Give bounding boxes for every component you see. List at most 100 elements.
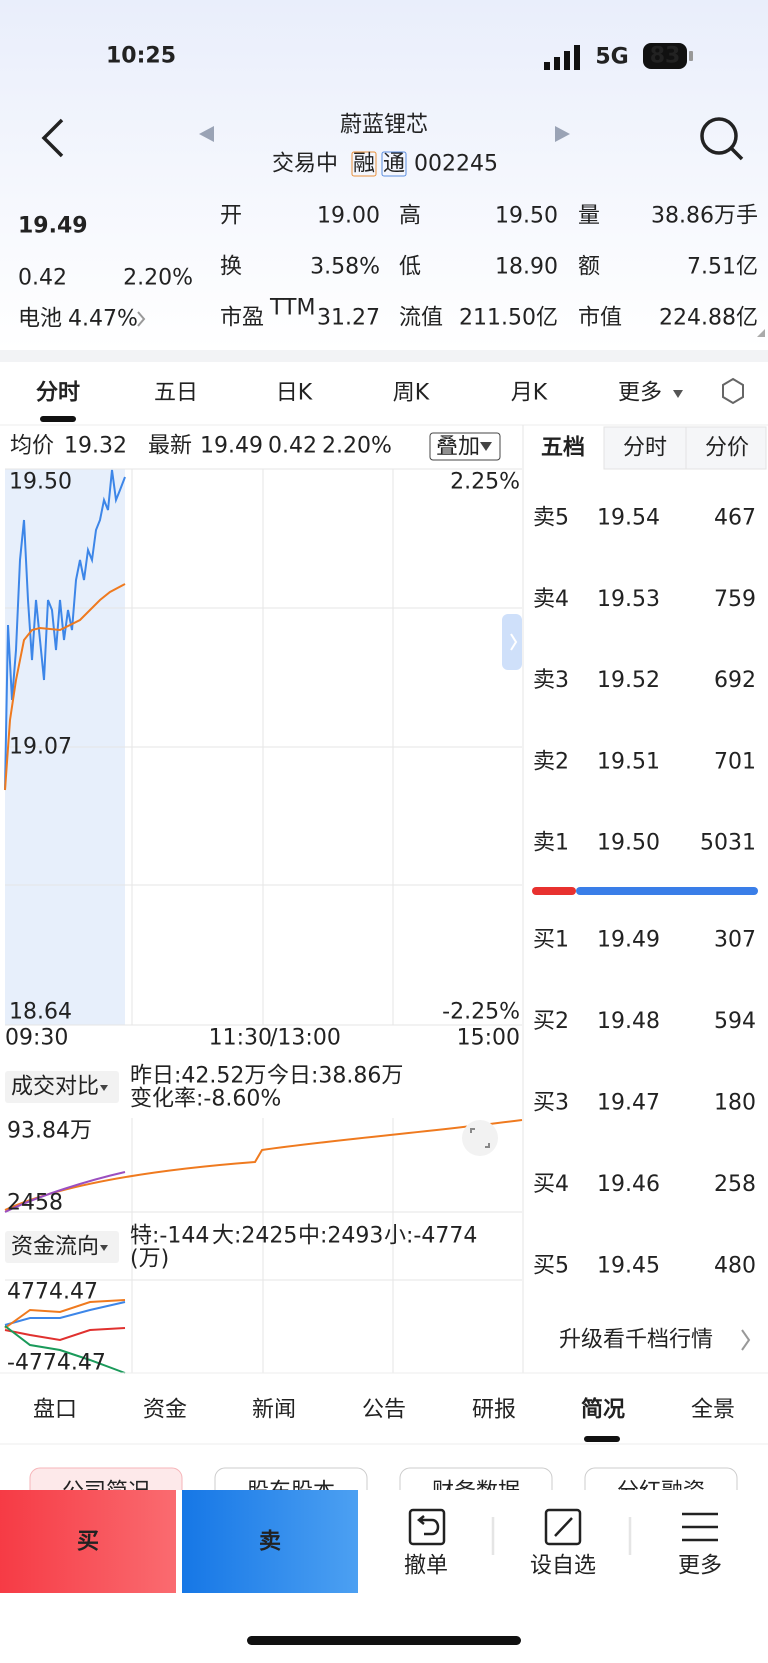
upgrade-arrow — [741, 1329, 751, 1351]
sell-label: 卖 — [259, 1529, 281, 1555]
stat-label: 额 — [578, 255, 600, 280]
settings-button[interactable] — [722, 377, 744, 405]
zoom-icon — [470, 1128, 490, 1148]
book-tab[interactable]: 五档 — [541, 436, 585, 461]
badge: 融 — [353, 152, 375, 177]
expand-handle[interactable] — [502, 614, 522, 670]
book-price: 19.51 — [597, 749, 660, 774]
price-change: 0.42 — [18, 266, 67, 291]
stat-label: 流值 — [399, 306, 443, 331]
stat-value: 18.90 — [495, 255, 558, 280]
latest-change: 0.42 — [268, 434, 317, 459]
y-label: 19.50 — [9, 470, 72, 495]
action-label[interactable]: 设自选 — [530, 1554, 596, 1579]
x-label: 11:30 — [209, 1026, 272, 1051]
y-label: 19.07 — [9, 735, 72, 760]
book-volume: 5031 — [700, 831, 756, 856]
avg-label: 均价 — [10, 434, 54, 459]
book-price: 19.48 — [597, 1009, 660, 1034]
price-line — [4, 469, 126, 791]
next-stock[interactable] — [555, 126, 570, 142]
book-price: 19.52 — [597, 668, 660, 693]
last-price: 19.49 — [18, 214, 88, 239]
overlay-caret — [480, 442, 492, 451]
y-label-right: -2.25% — [442, 1000, 520, 1025]
stat-value: 3.58% — [310, 255, 380, 280]
info-tab[interactable]: 简况 — [581, 1397, 625, 1423]
book-label: 卖1 — [533, 831, 569, 856]
flow-min: -4774.47 — [7, 1351, 106, 1376]
chart-tab[interactable]: 五日 — [154, 381, 198, 406]
stat-value: 7.51亿 — [687, 255, 758, 280]
battery-level: 83 — [650, 44, 681, 69]
sector-arrow[interactable] — [137, 311, 146, 327]
bid-bar — [576, 887, 758, 895]
overlay-label: 叠加 — [436, 435, 480, 460]
avg-line — [4, 583, 126, 791]
ask-bar — [532, 887, 576, 895]
signal-icon — [544, 45, 580, 70]
info-tab[interactable]: 公告 — [362, 1398, 406, 1423]
book-price: 19.53 — [597, 587, 660, 612]
action-label[interactable]: 撤单 — [404, 1554, 448, 1579]
texts: 10:25 5G 83蔚蓝锂芯交易中融通 00224519.490.42 2.20%电池… — [5, 44, 758, 1579]
info-tab[interactable]: 研报 — [472, 1398, 516, 1423]
book-price: 19.50 — [597, 831, 660, 856]
chart-tab[interactable]: 日K — [276, 381, 313, 406]
upgrade-link[interactable]: 升级看千档行情 — [559, 1328, 713, 1353]
volume-today: 今日:38.86万 — [267, 1064, 403, 1089]
stat-value: 211.50亿 — [459, 306, 558, 331]
stat-label: 开 — [220, 204, 242, 229]
tab-box[interactable] — [603, 426, 687, 470]
zoom-button[interactable] — [462, 1120, 498, 1156]
buy-button[interactable] — [0, 1490, 176, 1593]
stat-label: 量 — [578, 204, 600, 229]
book-label: 卖5 — [533, 506, 569, 531]
volume-yesterday: 昨日:42.52万 — [130, 1064, 266, 1089]
book-label: 卖4 — [533, 587, 569, 612]
book-tab[interactable]: 分价 — [705, 436, 749, 461]
info-tab[interactable]: 盘口 — [33, 1398, 77, 1423]
tab-underline — [40, 416, 76, 422]
info-tab[interactable]: 全景 — [691, 1398, 735, 1423]
network: 5G — [595, 45, 628, 70]
flow-small — [4, 1325, 126, 1374]
book-volume: 307 — [714, 928, 756, 953]
overlay-button[interactable] — [429, 432, 501, 461]
y-label-right: 2.25% — [450, 470, 520, 495]
book-price: 19.54 — [597, 506, 660, 531]
tab-box[interactable] — [685, 426, 767, 470]
badge-box — [381, 151, 407, 177]
prev-stock[interactable] — [199, 126, 214, 142]
book-label: 买3 — [533, 1091, 569, 1116]
book-tab[interactable]: 分时 — [623, 436, 667, 461]
selector-caret — [100, 1085, 108, 1091]
badge: 通 — [383, 152, 405, 177]
corner-mark — [757, 329, 765, 337]
chart-tab[interactable]: 分时 — [36, 381, 80, 406]
book-volume: 467 — [714, 506, 756, 531]
back-button[interactable] — [41, 118, 64, 158]
book-price: 19.49 — [597, 928, 660, 953]
y-label: 18.64 — [9, 1000, 72, 1025]
home-indicator — [247, 1636, 521, 1645]
flow-item: 大:2425 — [212, 1224, 297, 1249]
latest-percent: 2.20% — [322, 434, 392, 459]
stat-value: 38.86万手 — [651, 204, 758, 229]
book-label: 买2 — [533, 1009, 569, 1034]
stat-label: 市值 — [578, 306, 622, 331]
chart-tab[interactable]: 周K — [393, 381, 430, 406]
info-tab[interactable]: 资金 — [143, 1398, 187, 1423]
search-button[interactable] — [700, 117, 744, 161]
selector-box[interactable] — [5, 1071, 119, 1103]
stock-code: 002245 — [414, 152, 498, 177]
chart-tab[interactable]: 月K — [511, 381, 548, 406]
flow-special — [4, 1327, 126, 1342]
selector-box[interactable] — [5, 1231, 119, 1263]
action-label[interactable]: 更多 — [678, 1554, 722, 1579]
chart-tab[interactable]: 更多 — [618, 381, 662, 406]
stat-value: 224.88亿 — [659, 306, 758, 331]
sell-button[interactable] — [182, 1490, 358, 1593]
info-tab[interactable]: 新闻 — [252, 1398, 296, 1423]
book-label: 买4 — [533, 1172, 569, 1197]
